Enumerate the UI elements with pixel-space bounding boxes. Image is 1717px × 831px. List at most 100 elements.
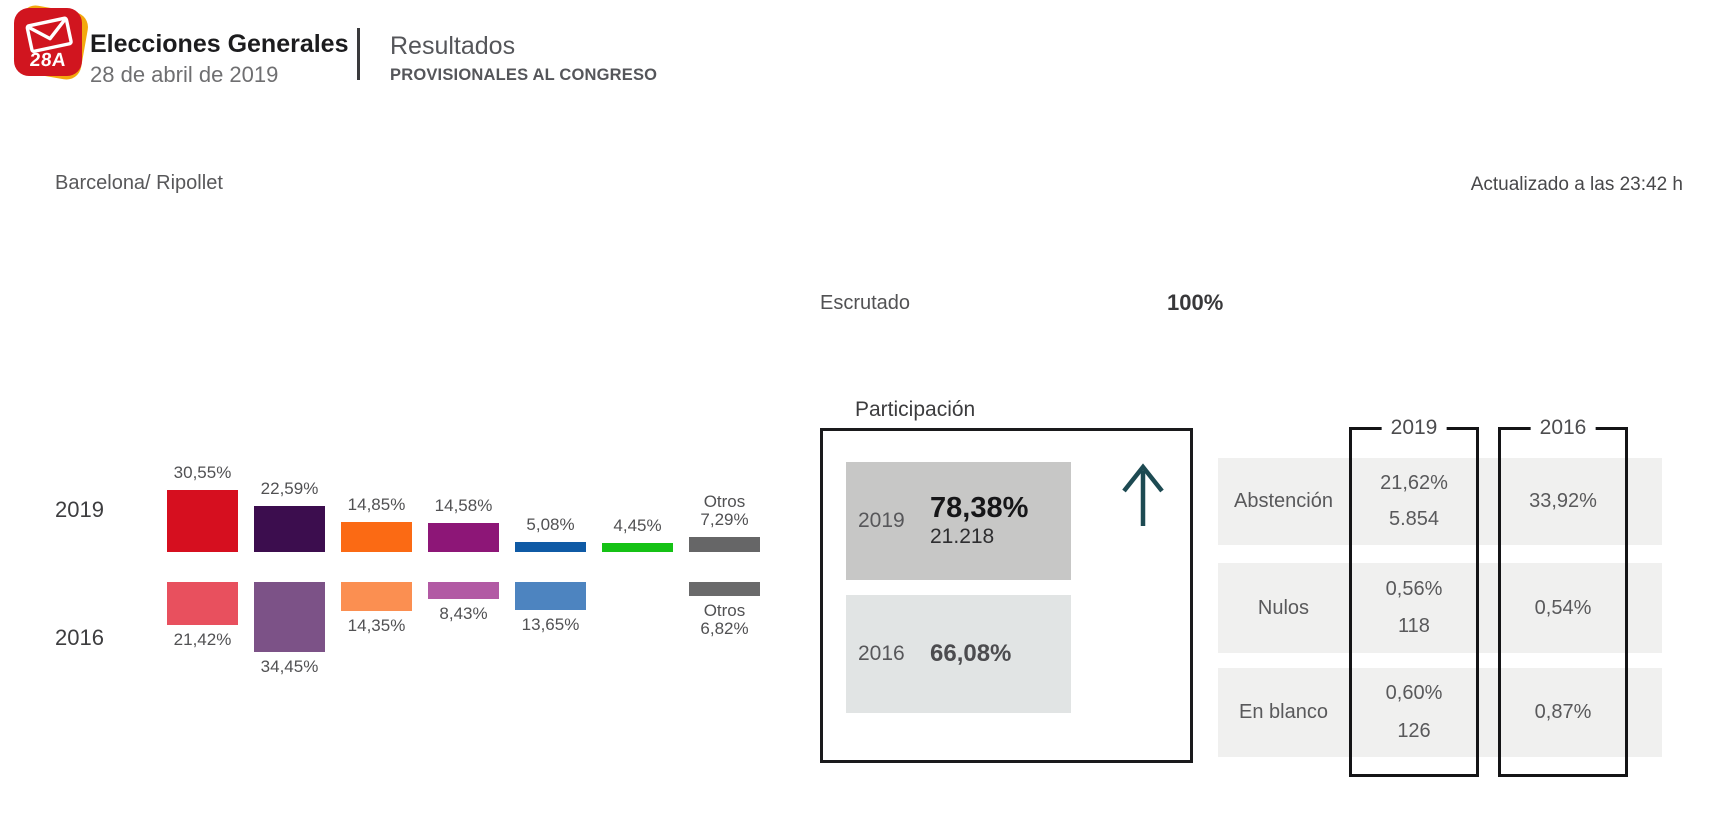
results-bar-chart: 30,55% 21,42% 22,59% 34,45% 14,85% 14,35% 14,5… (167, 455, 760, 694)
stats-enblanco-2016-cell: 0,87% (1498, 668, 1628, 757)
participation-2019-panel: 2019 78,38% 21.218 (846, 462, 1071, 580)
participation-2016-year: 2016 (858, 642, 905, 665)
page-subtitle: 28 de abril de 2019 (90, 61, 279, 87)
stats-enblanco-2019-count: 126 (1397, 719, 1431, 742)
bar-value-label-2016-col7: Otros 6,82% (700, 601, 749, 638)
bar-2019-col7 (689, 537, 760, 552)
bar-2019-col5 (515, 542, 586, 552)
results-title: Resultados (390, 32, 516, 60)
stats-nulos-2016-cell: 0,54% (1498, 563, 1628, 653)
bar-2016-col1 (167, 582, 238, 625)
stats-nulos-2016-pct: 0,54% (1534, 596, 1592, 619)
chart-column-7: Otros 7,29% Otros 6,82% (689, 455, 760, 694)
bar-2019-col4 (428, 523, 499, 552)
stats-row-nulos: Nulos 0,56% 118 0,54% (1218, 563, 1662, 653)
participation-2016-panel: 2016 66,08% (846, 595, 1071, 713)
chart-zone-2019: Otros 7,29% (689, 455, 760, 552)
stats-nulos-2019-count: 118 (1398, 615, 1430, 638)
chart-zone-2019: 4,45% (602, 455, 673, 552)
chart-year-label-2019: 2019 (55, 497, 104, 522)
stats-abstencion-2019-pct: 21,62% (1380, 471, 1448, 494)
stats-row-enblanco: En blanco 0,60% 126 0,87% (1218, 668, 1662, 757)
breadcrumb-location: Barcelona/ Ripollet (55, 172, 223, 194)
bar-2019-col3 (341, 522, 412, 552)
chart-zone-2016: 13,65% (515, 582, 586, 694)
scrutiny-label: Escrutado (820, 292, 911, 314)
bar-2019-col2 (254, 506, 325, 552)
chart-zone-2016 (602, 582, 673, 694)
bar-value-label-2016-col4: 8,43% (439, 604, 488, 623)
bar-value-label-2019-col5: 5,08% (526, 515, 575, 534)
bar-2016-col2 (254, 582, 325, 652)
stats-row-label: En blanco (1239, 701, 1328, 723)
bar-value-label-2016-col5: 13,65% (521, 615, 580, 634)
envelope-icon (25, 16, 73, 53)
chart-zone-2019: 5,08% (515, 455, 586, 552)
bar-value-label-2016-col2: 34,45% (260, 657, 319, 676)
page-title: Elecciones Generales (90, 30, 349, 58)
bar-2019-col6 (602, 543, 673, 552)
bar-value-label-2019-col6: 4,45% (613, 516, 662, 535)
bar-value-label-2019-col2: 22,59% (260, 479, 319, 498)
stats-abstencion-2016-cell: 33,92% (1498, 458, 1628, 545)
stats-nulos-2019-pct: 0,56% (1385, 577, 1443, 600)
participation-2016-percent: 66,08% (930, 640, 1012, 667)
stats-enblanco-2016-pct: 0,87% (1534, 701, 1592, 723)
header-divider (357, 28, 360, 80)
bar-2016-col5 (515, 582, 586, 610)
app-logo[interactable]: 28A (11, 3, 91, 82)
bar-value-label-2019-col4: 14,58% (434, 496, 493, 515)
stats-2016-column-box: 2016 (1498, 416, 1628, 777)
participation-box: 2019 78,38% 21.218 2016 66,08% (820, 428, 1193, 763)
chart-zone-2019: 22,59% (254, 455, 325, 552)
stats-row-label: Abstención (1234, 490, 1333, 512)
chart-zone-2016: 8,43% (428, 582, 499, 694)
chart-zone-2016: Otros 6,82% (689, 582, 760, 694)
stats-2019-column-box: 2019 (1349, 416, 1479, 777)
participation-2019-year: 2019 (858, 509, 905, 532)
chart-zone-2016: 34,45% (254, 582, 325, 694)
chart-column-2: 22,59% 34,45% (254, 455, 325, 694)
bar-2019-col1 (167, 490, 238, 552)
stats-enblanco-2019-pct: 0,60% (1385, 682, 1443, 705)
stats-abstencion-2019-cell: 21,62% 5.854 (1349, 458, 1479, 545)
stats-abstencion-2016-pct: 33,92% (1529, 490, 1597, 512)
bar-value-label-2019-col1: 30,55% (173, 463, 232, 482)
bar-value-label-2016-col3: 14,35% (347, 616, 406, 635)
chart-column-4: 14,58% 8,43% (428, 455, 499, 694)
chart-column-1: 30,55% 21,42% (167, 455, 238, 694)
bar-value-label-2019-col3: 14,85% (347, 495, 406, 514)
chart-year-label-2016: 2016 (55, 625, 104, 650)
trend-up-arrow-icon (1122, 463, 1164, 526)
participation-2019-percent: 78,38% (930, 491, 1029, 524)
participation-2019-votes: 21.218 (930, 525, 995, 549)
bar-2016-col7 (689, 582, 760, 596)
results-subtitle: PROVISIONALES AL CONGRESO (390, 65, 658, 84)
stats-row-abstencion: Abstención 21,62% 5.854 33,92% (1218, 458, 1662, 545)
bar-2016-col4 (428, 582, 499, 599)
stats-col-header-2019: 2019 (1381, 416, 1447, 440)
chart-column-6: 4,45% (602, 455, 673, 694)
bar-value-label-2016-col1: 21,42% (173, 630, 232, 649)
logo-text: 28A (28, 50, 68, 71)
chart-zone-2016: 21,42% (167, 582, 238, 694)
bar-value-label-2019-col7: Otros 7,29% (700, 492, 749, 529)
chart-zone-2019: 14,85% (341, 455, 412, 552)
scrutiny-value: 100% (1167, 290, 1224, 315)
stats-abstencion-2019-count: 5.854 (1388, 508, 1440, 531)
stats-col-header-2016: 2016 (1530, 416, 1596, 440)
chart-column-3: 14,85% 14,35% (341, 455, 412, 694)
participation-title: Participación (855, 398, 976, 421)
updated-timestamp: Actualizado a las 23:42 h (1470, 174, 1683, 195)
chart-column-5: 5,08% 13,65% (515, 455, 586, 694)
stats-row-label: Nulos (1257, 596, 1310, 619)
chart-zone-2019: 30,55% (167, 455, 238, 552)
stats-enblanco-2019-cell: 0,60% 126 (1349, 668, 1479, 757)
chart-zone-2019: 14,58% (428, 455, 499, 552)
stats-nulos-2019-cell: 0,56% 118 (1349, 563, 1479, 653)
results-heading-block: Resultados PROVISIONALES AL CONGRESO (390, 32, 658, 84)
bar-2016-col3 (341, 582, 412, 611)
chart-zone-2016: 14,35% (341, 582, 412, 694)
brand-block: Elecciones Generales 28 de abril de 2019 (90, 30, 348, 87)
